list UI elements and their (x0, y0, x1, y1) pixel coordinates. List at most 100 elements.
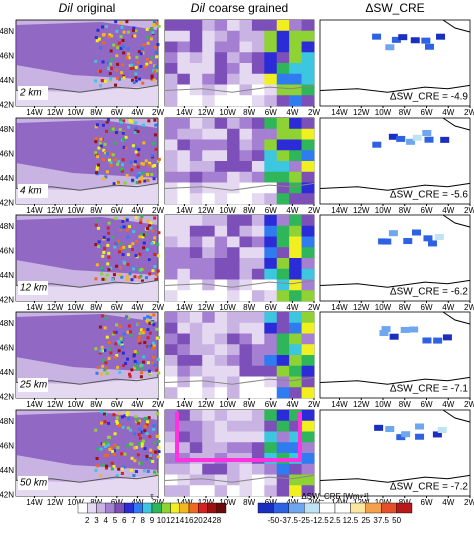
cloud-pixel (145, 62, 149, 66)
grid-cell (202, 139, 215, 151)
cloud-pixel (111, 235, 115, 239)
cloud-pixel (134, 121, 138, 125)
cloud-pixel (139, 65, 143, 69)
x-tick-label: 8W (243, 400, 255, 409)
colorbar-label: 2.5 (329, 516, 341, 525)
cloud-pixel (132, 26, 136, 30)
grid-cell (276, 322, 290, 334)
grid-cell (251, 247, 265, 259)
grid-cell (177, 431, 191, 443)
cloud-pixel (157, 24, 161, 28)
cloud-pixel (107, 251, 111, 255)
cloud-pixel (102, 441, 106, 445)
delta-cell (424, 43, 434, 50)
grid-cell (177, 463, 191, 475)
delta-cell (442, 334, 452, 341)
delta-cell (385, 426, 395, 433)
land (16, 280, 158, 301)
cloud-pixel (125, 228, 129, 232)
grid-cell (264, 387, 278, 399)
coastline-north (442, 117, 471, 131)
colorbar-swatch (114, 502, 125, 514)
cloud-pixel (121, 337, 125, 341)
x-tick-label: 4W (131, 400, 143, 409)
x-tick-label: 2W (152, 206, 164, 215)
cloud-pixel (145, 457, 149, 461)
cloud-pixel (151, 346, 155, 350)
grid-cell (214, 171, 228, 183)
grid-cell (189, 171, 203, 183)
cloud-pixel (125, 173, 129, 177)
cloud-pixel (128, 244, 132, 248)
grid-cell (214, 376, 228, 388)
cloud-pixel (102, 250, 106, 254)
x-tick-label: 8W (399, 108, 411, 117)
grid-cell (239, 171, 253, 183)
cloud-pixel (114, 241, 118, 245)
grid-cell (227, 95, 240, 107)
cloud-pixel (150, 77, 154, 81)
colorbar-swatch (334, 502, 351, 514)
grid-cell (251, 355, 265, 367)
cloud-pixel (146, 315, 150, 319)
x-tick-label: 8W (399, 206, 411, 215)
cloud-pixel (150, 242, 154, 246)
grid-cell (177, 30, 191, 42)
cloud-pixel (146, 469, 150, 473)
grid-cell (227, 73, 240, 85)
cloud-pixel (112, 449, 116, 453)
grid-cell (189, 463, 203, 475)
cloud-pixel (142, 43, 146, 47)
cloud-pixel (144, 232, 148, 236)
grid-cell (276, 279, 290, 291)
grid-cell (202, 118, 215, 130)
grid-cell (251, 387, 265, 399)
grid-cell (214, 290, 228, 302)
grid-cell (165, 215, 178, 227)
cloud-pixel (155, 327, 159, 331)
x-tick-label: 2W (152, 400, 164, 409)
grid-cell (202, 150, 215, 162)
cloud-pixel (153, 133, 157, 137)
cloud-pixel (107, 268, 111, 272)
grid-cell (227, 236, 240, 248)
x-tick-label: 4W (286, 108, 298, 117)
grid-cell (189, 225, 203, 237)
colorbar-label: 10 (157, 516, 166, 525)
cloud-pixel (114, 20, 118, 24)
cloud-pixel (133, 130, 137, 134)
grid-cell (189, 30, 203, 42)
x-tick-label: 10W (375, 206, 392, 215)
grid-cell (227, 431, 240, 443)
coastline (164, 182, 315, 191)
cloud-pixel (124, 135, 128, 139)
cloud-pixel (120, 343, 124, 347)
grid-cell (214, 236, 228, 248)
cloud-pixel (107, 221, 111, 225)
cloud-pixel (137, 148, 141, 152)
cloud-pixel (100, 272, 104, 276)
cloud-pixel (110, 34, 114, 38)
grid-cell (301, 355, 315, 367)
x-tick-label: 12W (353, 303, 370, 312)
grid-cell (227, 139, 240, 151)
x-tick-label: 12W (47, 498, 64, 507)
grid-cell (202, 73, 215, 85)
grid-cell (165, 236, 178, 248)
grid-cell (276, 63, 290, 75)
cloud-pixel (107, 341, 111, 345)
cloud-pixel (154, 65, 158, 69)
cloud-pixel (138, 442, 142, 446)
grid-cell (189, 139, 203, 151)
cloud-pixel (106, 441, 110, 445)
grid-cell (214, 84, 228, 96)
grid-cell (289, 20, 302, 32)
grid-cell (289, 95, 302, 107)
grid-cell (189, 442, 203, 454)
cloud-pixel (134, 254, 138, 258)
cloud-pixel (105, 453, 109, 457)
cloud-pixel (120, 169, 124, 173)
cloud-pixel (140, 444, 144, 448)
cloud-pixel (106, 262, 110, 266)
cloud-pixel (99, 144, 103, 148)
